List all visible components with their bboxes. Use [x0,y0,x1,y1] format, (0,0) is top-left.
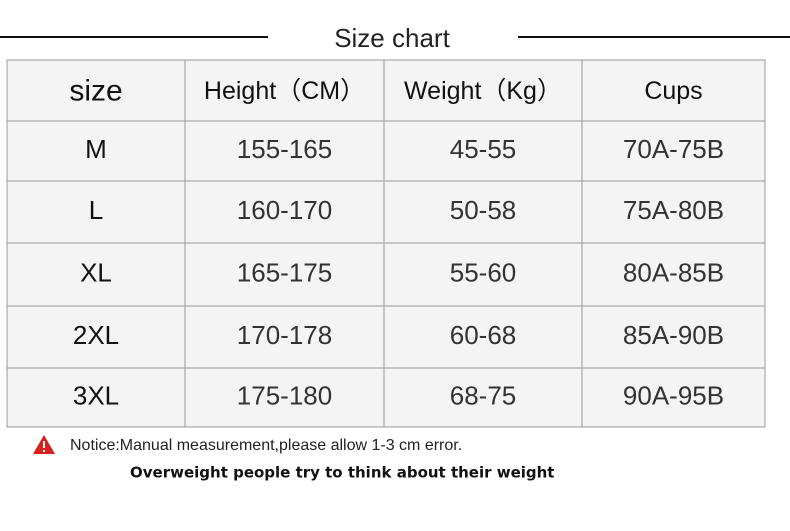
value-cell: 50-58 [450,195,517,225]
value-cell: 55-60 [450,257,517,287]
table-grid [7,60,765,427]
warning-icon-bar [43,441,45,448]
value-cell: 85A-90B [623,320,724,350]
value-cell: 155-165 [237,134,332,164]
value-cell: 68-75 [450,380,517,410]
value-cell: 60-68 [450,320,517,350]
notice: Notice:Manual measurement,please allow 1… [70,437,462,454]
size-cell: M [85,134,107,164]
value-cell: 75A-80B [623,195,724,225]
size-cell: L [89,195,103,225]
value-cell: 165-175 [237,257,332,287]
note: Overweight people try to think about the… [130,464,554,482]
header-cell: size [69,74,122,107]
size-cell: 3XL [73,380,119,410]
header-cell: Height（CM） [204,77,365,105]
value-cell: 175-180 [237,380,332,410]
size-cell: 2XL [73,320,119,350]
size-cell: XL [80,257,112,287]
table-cells: size Height（CM） Weight（Kg） Cups M 155-165 45-5… [69,74,724,410]
value-cell: 90A-95B [623,380,724,410]
header-cell: Cups [644,77,702,105]
value-cell: 70A-75B [623,134,724,164]
value-cell: 170-178 [237,320,332,350]
header-cell: Weight（Kg） [404,77,562,105]
warning-icon-dot [43,450,45,452]
value-cell: 80A-85B [623,257,724,287]
title: Size chart [334,23,450,53]
value-cell: 160-170 [237,195,332,225]
value-cell: 45-55 [450,134,517,164]
